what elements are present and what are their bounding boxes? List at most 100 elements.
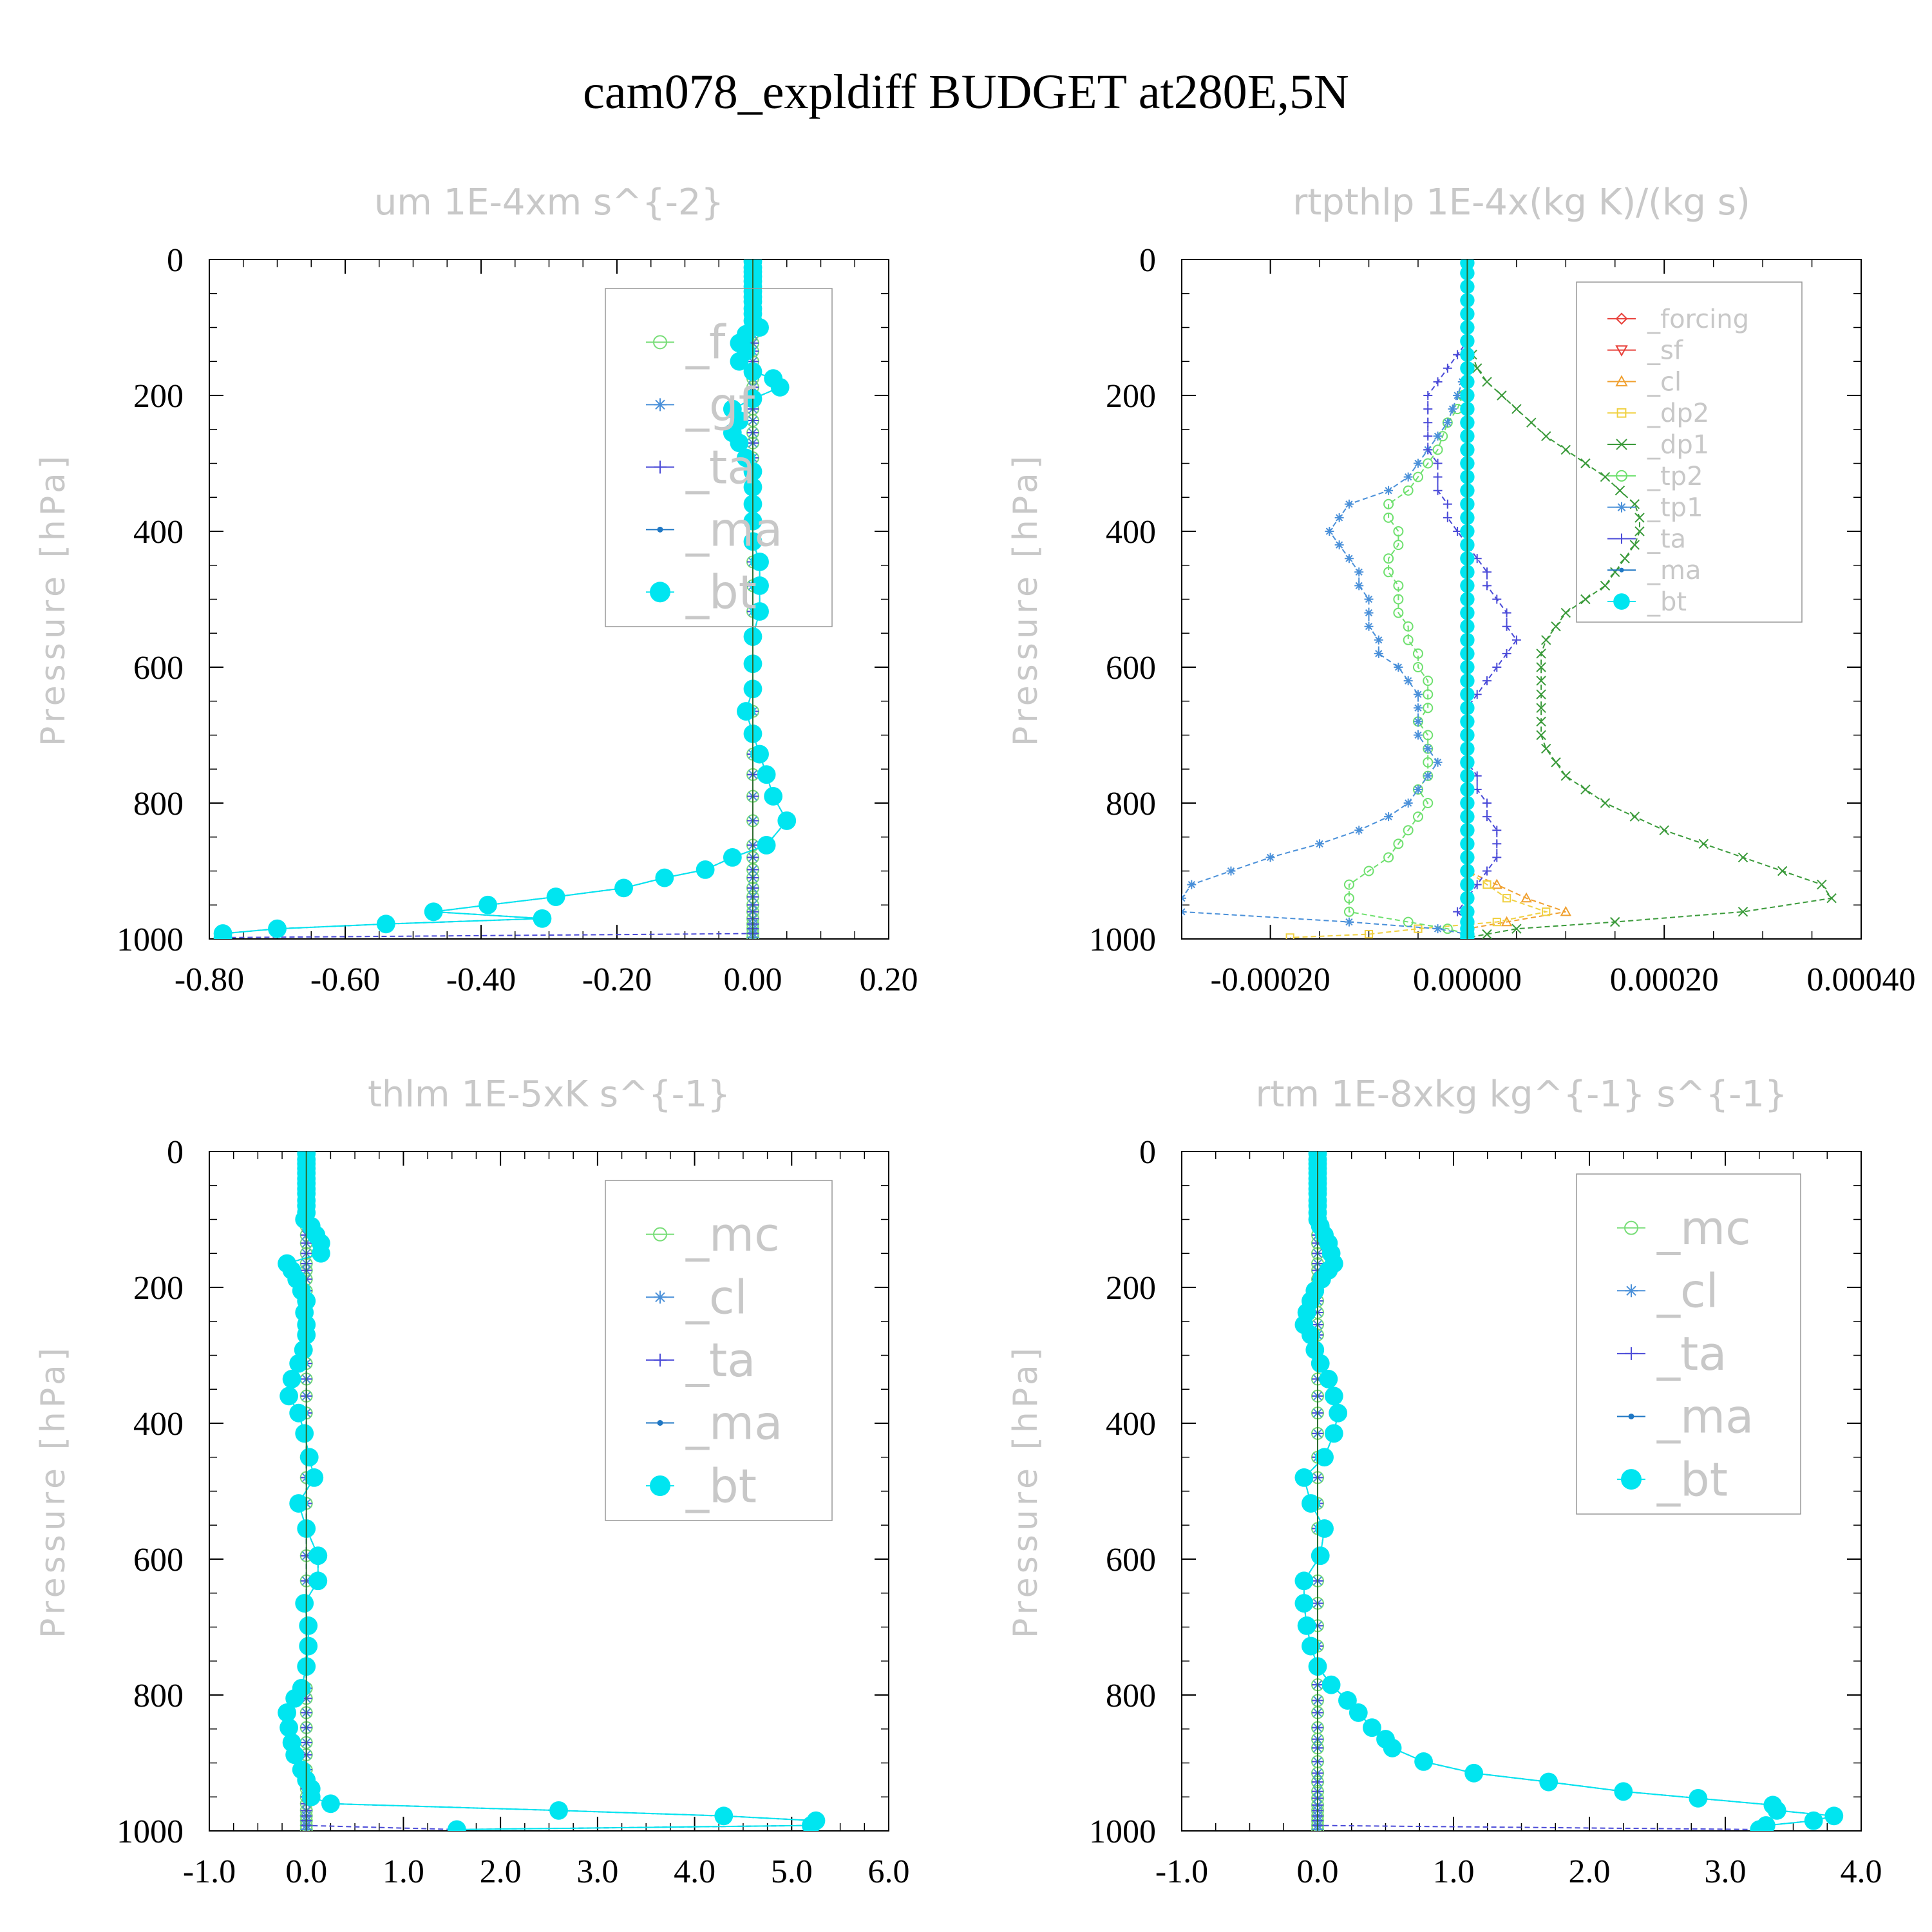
data-point-dp1 bbox=[1536, 689, 1546, 699]
data-point-dp1 bbox=[1580, 784, 1591, 795]
data-point-tp1 bbox=[1384, 812, 1394, 822]
data-point-bt bbox=[614, 878, 633, 898]
data-point-tp2 bbox=[1383, 553, 1394, 564]
data-point-ta bbox=[1502, 608, 1511, 618]
legend-box bbox=[605, 288, 833, 627]
x-tick-label: 0.00 bbox=[724, 961, 782, 998]
data-point-ta bbox=[1482, 567, 1492, 577]
data-point-dp1 bbox=[1511, 923, 1522, 934]
data-point-tp1 bbox=[1344, 917, 1354, 927]
data-point-dp1 bbox=[1482, 929, 1492, 939]
y-tick-label: 200 bbox=[133, 378, 184, 415]
data-point-bt bbox=[730, 352, 749, 371]
legend-label: _cl bbox=[1656, 1264, 1719, 1318]
data-point-dp1 bbox=[1580, 594, 1591, 605]
data-point-tp2 bbox=[1393, 540, 1404, 551]
y-tick-label: 400 bbox=[133, 514, 184, 551]
data-point-ta bbox=[1423, 431, 1433, 441]
data-point-cl bbox=[1520, 892, 1532, 903]
data-point-bt bbox=[1302, 1636, 1320, 1656]
x-tick-label: 0.0 bbox=[285, 1853, 327, 1890]
data-point-bt bbox=[285, 1689, 305, 1708]
legend-marker bbox=[1621, 1469, 1642, 1490]
x-tick-label: -0.80 bbox=[175, 961, 244, 998]
legend-marker bbox=[1615, 375, 1628, 386]
legend-marker bbox=[657, 1419, 663, 1426]
legend-marker bbox=[654, 1353, 667, 1367]
data-point-tp2 bbox=[1393, 594, 1404, 605]
y-axis-label: Pressure [hPa] bbox=[34, 452, 73, 746]
panel-title: thlm 1E-5xK s^{-1} bbox=[368, 1074, 730, 1115]
series-layer bbox=[1294, 1151, 1844, 1831]
legend-marker bbox=[1628, 1413, 1634, 1419]
data-point-ta bbox=[1492, 853, 1502, 862]
data-point-bt bbox=[278, 1703, 296, 1722]
y-tick-label: 600 bbox=[133, 1542, 184, 1578]
panel-title: um 1E-4xm s^{-2} bbox=[374, 182, 724, 223]
data-point-tp1 bbox=[1448, 404, 1457, 414]
y-tick-label: 600 bbox=[1106, 1542, 1156, 1578]
data-point-dp1 bbox=[1817, 879, 1827, 890]
data-point-dp1 bbox=[1610, 916, 1620, 927]
data-point-tp2 bbox=[1432, 444, 1443, 455]
data-point-ta bbox=[1482, 581, 1492, 591]
data-point-dp1 bbox=[1551, 757, 1561, 768]
y-tick-label: 1000 bbox=[1089, 922, 1156, 958]
data-point-tp2 bbox=[1403, 634, 1414, 645]
data-point-tp1 bbox=[1443, 418, 1452, 428]
data-point-bt bbox=[750, 553, 769, 571]
y-tick-label: 1000 bbox=[117, 922, 184, 958]
data-point-dp1 bbox=[1629, 540, 1640, 550]
y-tick-label: 0 bbox=[167, 1134, 184, 1171]
data-point-ta bbox=[1423, 404, 1433, 414]
data-point-bt bbox=[299, 1448, 319, 1467]
legend-label: _tp2 bbox=[1647, 462, 1703, 491]
x-tick-label: -1.0 bbox=[183, 1853, 236, 1890]
data-point-tp1 bbox=[1325, 527, 1334, 536]
data-point-bt bbox=[1315, 1519, 1334, 1538]
data-point-ta bbox=[1492, 826, 1502, 835]
data-point-dp2 bbox=[1364, 930, 1374, 939]
data-point-bt bbox=[285, 1745, 305, 1765]
legend-marker bbox=[653, 335, 667, 350]
data-point-dp1 bbox=[1629, 811, 1640, 822]
x-tick-label: 4.0 bbox=[674, 1853, 715, 1890]
data-point-ta bbox=[1492, 594, 1502, 604]
data-point-bt bbox=[1349, 1703, 1368, 1722]
legend: _f _gf _ta _ma _bt bbox=[605, 288, 833, 627]
data-point-ta bbox=[1502, 649, 1511, 658]
data-point-tp2 bbox=[1343, 906, 1354, 917]
data-point-ta bbox=[1492, 663, 1502, 672]
legend-label: _mc bbox=[685, 1208, 780, 1262]
data-point-tp2 bbox=[1393, 580, 1404, 591]
y-tick-label: 200 bbox=[133, 1270, 184, 1307]
data-point-bt bbox=[1464, 1763, 1484, 1783]
data-point-bt bbox=[1315, 1448, 1334, 1467]
legend-label: _forcing bbox=[1647, 305, 1749, 334]
legend-box bbox=[1576, 1173, 1801, 1515]
panel-1: um 1E-4xm s^{-2} Pressure [hPa] 0 200 400 600… bbox=[34, 182, 918, 998]
data-point-bt bbox=[447, 1820, 466, 1831]
y-axis-label: Pressure [hPa] bbox=[34, 1344, 73, 1638]
data-point-ta bbox=[1443, 363, 1452, 373]
data-point-ta bbox=[1482, 866, 1492, 876]
data-point-bt bbox=[723, 848, 742, 867]
legend-marker bbox=[654, 1291, 667, 1304]
series-line-dp2 bbox=[1290, 263, 1549, 938]
legend-marker bbox=[1613, 593, 1630, 610]
legend-label: _ma bbox=[685, 1396, 782, 1450]
data-point-ta bbox=[1443, 499, 1452, 509]
data-point-dp1 bbox=[1600, 580, 1611, 591]
legend-marker bbox=[1616, 439, 1627, 450]
data-point-tp1 bbox=[1364, 608, 1374, 618]
data-point-tp2 bbox=[1383, 852, 1394, 863]
data-point-ta bbox=[1433, 459, 1443, 468]
data-point-tp1 bbox=[1354, 567, 1364, 577]
data-point-bt bbox=[289, 1494, 308, 1513]
legend-label: _ma bbox=[1647, 556, 1701, 585]
data-point-tp2 bbox=[1423, 730, 1434, 741]
data-point-bt bbox=[750, 744, 769, 764]
data-point-bt bbox=[1804, 1811, 1823, 1830]
data-point-bt bbox=[1383, 1738, 1402, 1757]
data-point-tp1 bbox=[1433, 431, 1443, 441]
